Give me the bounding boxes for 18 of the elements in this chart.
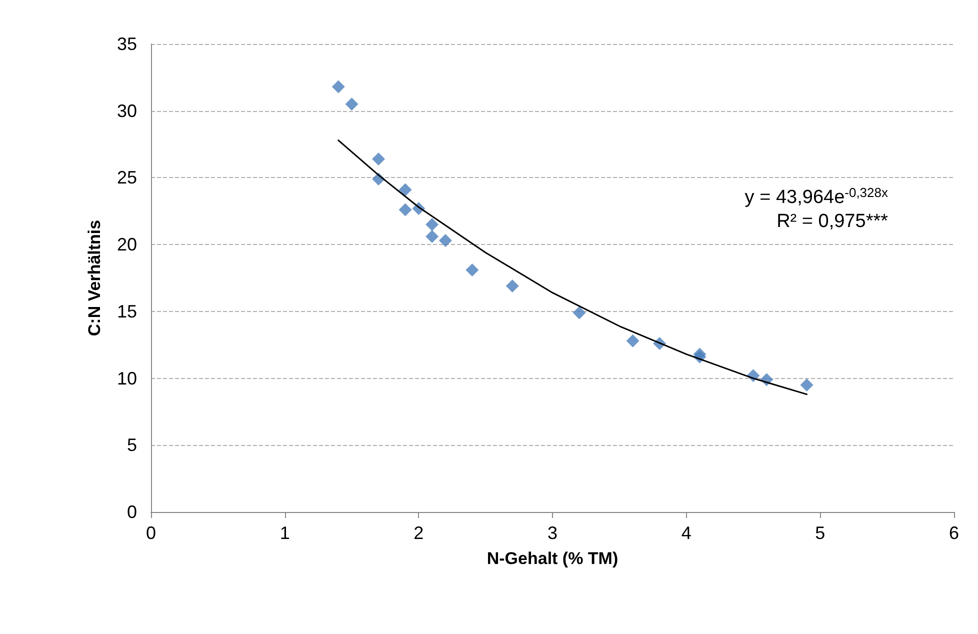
y-tick-label: 20 xyxy=(116,234,137,255)
y-tick-label: 25 xyxy=(116,168,137,188)
y-tick-label: 0 xyxy=(126,502,137,522)
x-tick-label: 0 xyxy=(146,523,156,543)
x-tick-label: 4 xyxy=(681,523,692,543)
x-tick-label: 5 xyxy=(815,523,826,543)
x-tick-label: 1 xyxy=(280,523,290,543)
annotation: R² = 0,975*** xyxy=(776,211,889,232)
x-tick-label: 2 xyxy=(414,523,424,543)
y-axis-title: C:N Verhältnis xyxy=(85,220,104,336)
y-tick-label: 30 xyxy=(116,100,137,121)
x-tick-label: 6 xyxy=(948,523,960,543)
y-tick-label: 10 xyxy=(116,368,137,388)
y-tick-label: 15 xyxy=(116,301,137,322)
y-tick-label: 35 xyxy=(116,34,137,54)
y-tick-label: 5 xyxy=(126,435,137,456)
x-tick-label: 3 xyxy=(547,523,558,543)
x-axis-title: N-Gehalt (% TM) xyxy=(486,549,618,568)
